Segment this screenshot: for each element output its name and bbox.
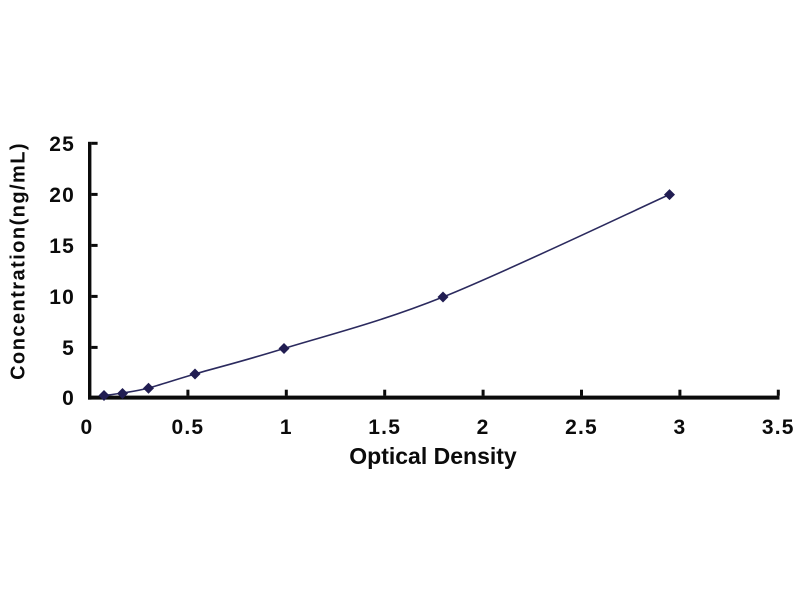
svg-text:0: 0 <box>81 416 94 439</box>
svg-text:3: 3 <box>673 416 686 439</box>
svg-text:20: 20 <box>49 184 75 207</box>
svg-text:1.5: 1.5 <box>368 416 401 439</box>
svg-text:Optical Density: Optical Density <box>349 443 517 469</box>
svg-text:25: 25 <box>49 133 75 156</box>
svg-text:0.5: 0.5 <box>172 416 205 439</box>
svg-text:0: 0 <box>62 387 75 410</box>
svg-text:1: 1 <box>280 416 293 439</box>
svg-text:3.5: 3.5 <box>762 416 795 439</box>
svg-text:5: 5 <box>62 337 75 360</box>
svg-text:2: 2 <box>477 416 490 439</box>
svg-text:10: 10 <box>49 286 75 309</box>
svg-text:15: 15 <box>49 235 75 258</box>
svg-text:Concentration(ng/mL): Concentration(ng/mL) <box>8 142 30 380</box>
svg-text:2.5: 2.5 <box>565 416 598 439</box>
